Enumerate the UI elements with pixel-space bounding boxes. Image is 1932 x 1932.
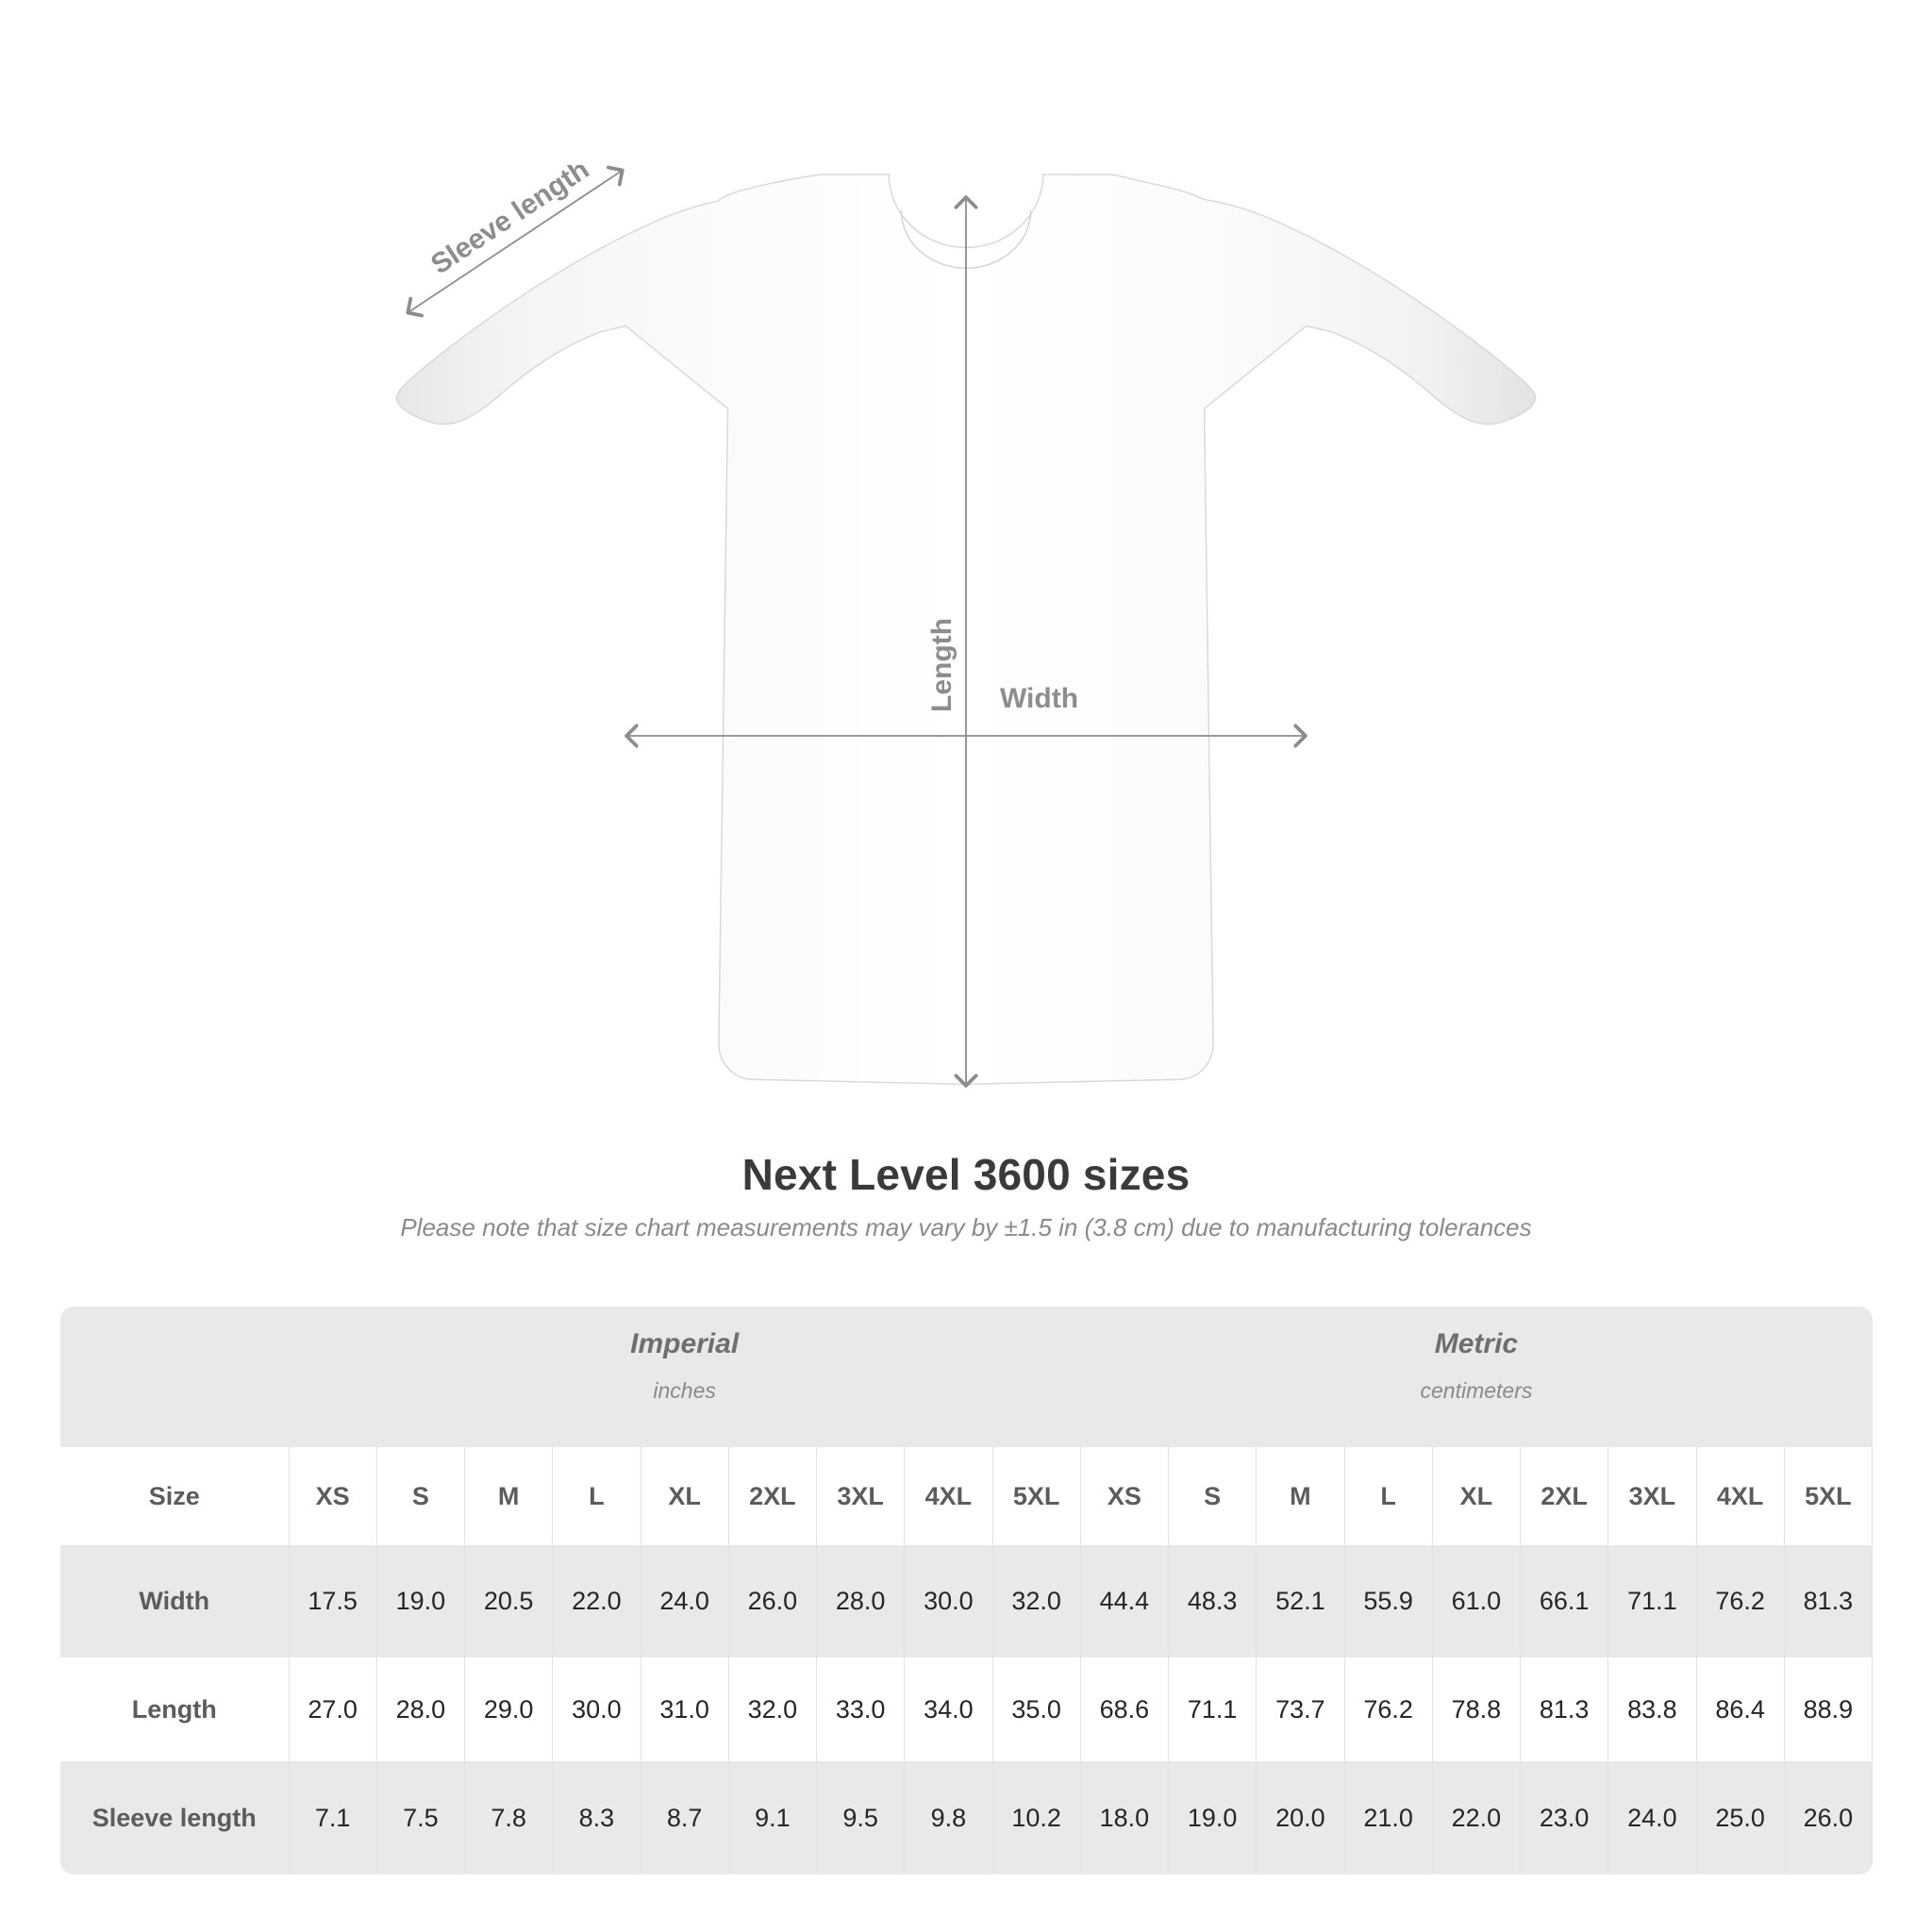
svg-text:Width: Width [1000, 683, 1078, 714]
svg-text:Length: Length [926, 618, 958, 712]
svg-text:Sleeve length: Sleeve length [425, 165, 594, 280]
